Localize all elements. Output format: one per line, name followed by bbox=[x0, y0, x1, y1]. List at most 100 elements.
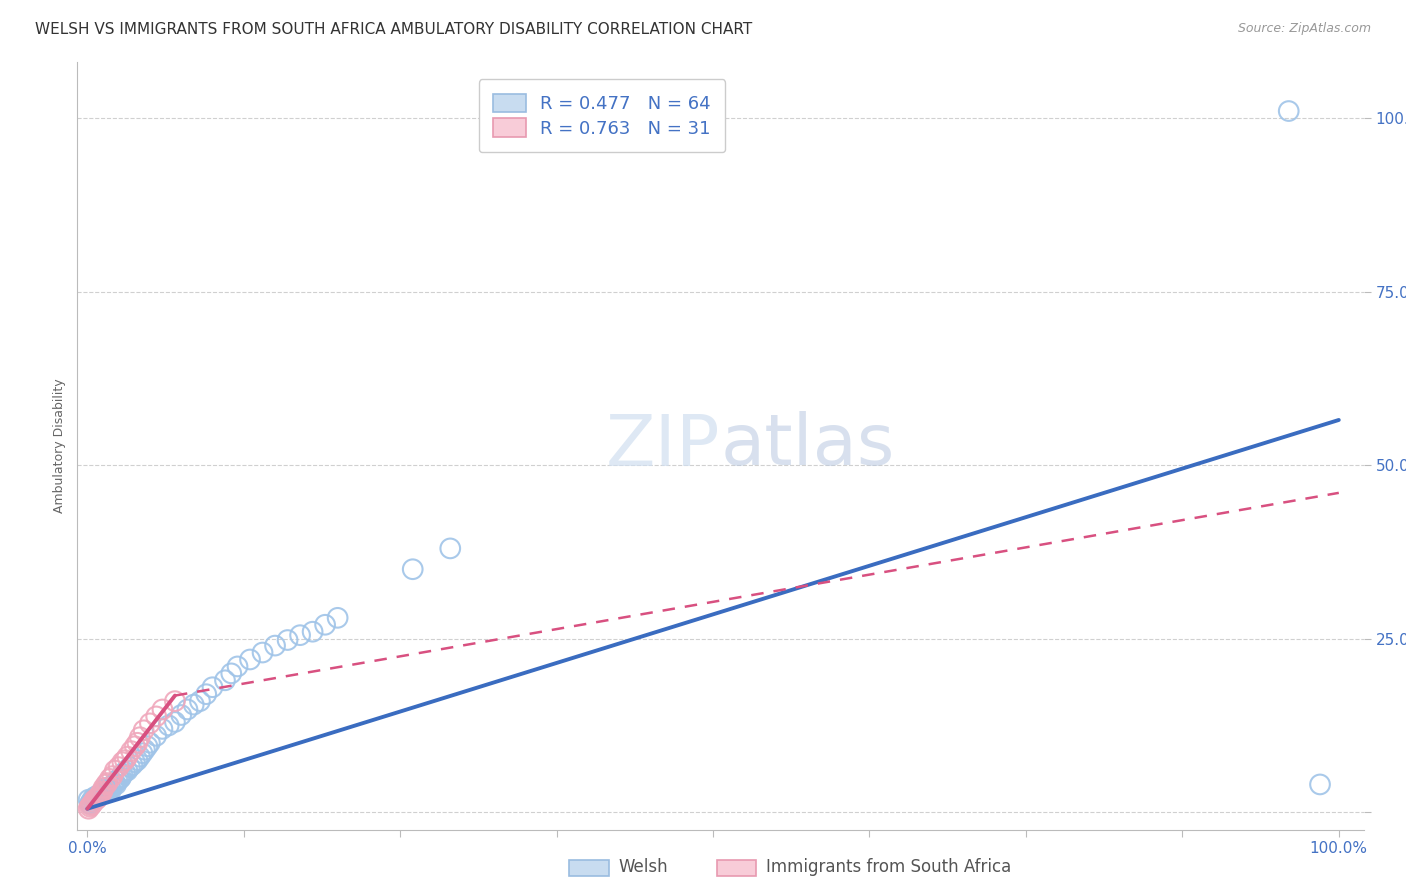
Point bbox=[121, 758, 143, 772]
Point bbox=[86, 789, 108, 804]
Point bbox=[111, 756, 134, 770]
Point bbox=[79, 797, 101, 811]
Point bbox=[163, 694, 186, 708]
Point bbox=[107, 760, 129, 774]
Point bbox=[82, 793, 104, 807]
Point bbox=[83, 791, 105, 805]
Point bbox=[134, 742, 156, 756]
Point bbox=[132, 723, 155, 738]
Point bbox=[83, 789, 105, 804]
Point bbox=[136, 739, 159, 754]
Point bbox=[129, 749, 152, 764]
Point bbox=[124, 739, 146, 754]
Point bbox=[139, 716, 162, 731]
Point bbox=[98, 780, 121, 795]
Text: Welsh: Welsh bbox=[619, 858, 668, 876]
Point bbox=[104, 764, 127, 778]
Point bbox=[214, 673, 236, 688]
Point bbox=[117, 764, 139, 778]
Point bbox=[402, 562, 425, 576]
Text: atlas: atlas bbox=[721, 411, 896, 481]
Point bbox=[93, 786, 115, 800]
Point bbox=[96, 776, 118, 790]
Point bbox=[301, 624, 323, 639]
Point bbox=[170, 708, 193, 723]
Point bbox=[97, 784, 120, 798]
Point bbox=[84, 793, 107, 807]
Point bbox=[114, 753, 136, 767]
Point bbox=[80, 795, 103, 809]
Point bbox=[94, 777, 117, 791]
Text: WELSH VS IMMIGRANTS FROM SOUTH AFRICA AMBULATORY DISABILITY CORRELATION CHART: WELSH VS IMMIGRANTS FROM SOUTH AFRICA AM… bbox=[35, 22, 752, 37]
Point bbox=[80, 798, 103, 813]
Text: Source: ZipAtlas.com: Source: ZipAtlas.com bbox=[1237, 22, 1371, 36]
Point bbox=[326, 611, 349, 625]
Point bbox=[120, 744, 142, 758]
Point bbox=[252, 646, 274, 660]
Point bbox=[195, 687, 218, 701]
Point bbox=[157, 718, 180, 732]
Point bbox=[83, 793, 105, 807]
Point bbox=[105, 777, 128, 791]
Point bbox=[129, 730, 152, 744]
Point bbox=[107, 772, 129, 786]
Text: Immigrants from South Africa: Immigrants from South Africa bbox=[766, 858, 1011, 876]
Point bbox=[94, 780, 117, 795]
Point bbox=[176, 702, 198, 716]
Point bbox=[86, 791, 108, 805]
Point bbox=[117, 749, 139, 764]
Point bbox=[145, 729, 167, 743]
Point bbox=[90, 786, 112, 800]
Point bbox=[439, 541, 461, 556]
Point bbox=[77, 802, 100, 816]
Point bbox=[105, 774, 128, 789]
Point bbox=[131, 746, 153, 760]
Point bbox=[84, 791, 107, 805]
Point bbox=[288, 628, 311, 642]
Point bbox=[82, 797, 104, 811]
Point bbox=[91, 784, 114, 798]
Point bbox=[91, 784, 114, 798]
Point bbox=[96, 783, 118, 797]
Point bbox=[239, 652, 262, 666]
Point bbox=[94, 783, 117, 797]
Point bbox=[124, 756, 146, 770]
Point bbox=[264, 639, 287, 653]
Point bbox=[89, 788, 111, 802]
Text: ZIP: ZIP bbox=[606, 411, 721, 481]
Point bbox=[127, 753, 149, 767]
Point bbox=[100, 783, 122, 797]
Point bbox=[89, 788, 111, 802]
Point bbox=[152, 702, 174, 716]
Point bbox=[101, 779, 124, 793]
Point bbox=[226, 659, 249, 673]
Point bbox=[1309, 777, 1331, 791]
Point bbox=[87, 789, 110, 804]
Point bbox=[188, 694, 211, 708]
Point bbox=[93, 780, 115, 795]
Point bbox=[101, 769, 124, 783]
Point bbox=[139, 736, 162, 750]
Legend: R = 0.477   N = 64, R = 0.763   N = 31: R = 0.477 N = 64, R = 0.763 N = 31 bbox=[478, 79, 725, 153]
Point bbox=[111, 767, 134, 781]
Point bbox=[87, 788, 110, 802]
Point bbox=[108, 772, 131, 786]
Point bbox=[104, 776, 127, 790]
Y-axis label: Ambulatory Disability: Ambulatory Disability bbox=[53, 379, 66, 513]
Point bbox=[103, 777, 125, 791]
Point bbox=[314, 617, 336, 632]
Point bbox=[163, 714, 186, 729]
Point bbox=[77, 793, 100, 807]
Point bbox=[90, 786, 112, 800]
Point bbox=[201, 680, 224, 694]
Point bbox=[127, 736, 149, 750]
Point bbox=[277, 633, 299, 648]
Point bbox=[79, 799, 101, 814]
Point bbox=[183, 698, 205, 712]
Point bbox=[219, 666, 242, 681]
Point bbox=[98, 772, 121, 786]
Point bbox=[110, 771, 132, 785]
Point bbox=[114, 764, 136, 779]
Point bbox=[1278, 103, 1301, 118]
Point bbox=[83, 795, 105, 809]
